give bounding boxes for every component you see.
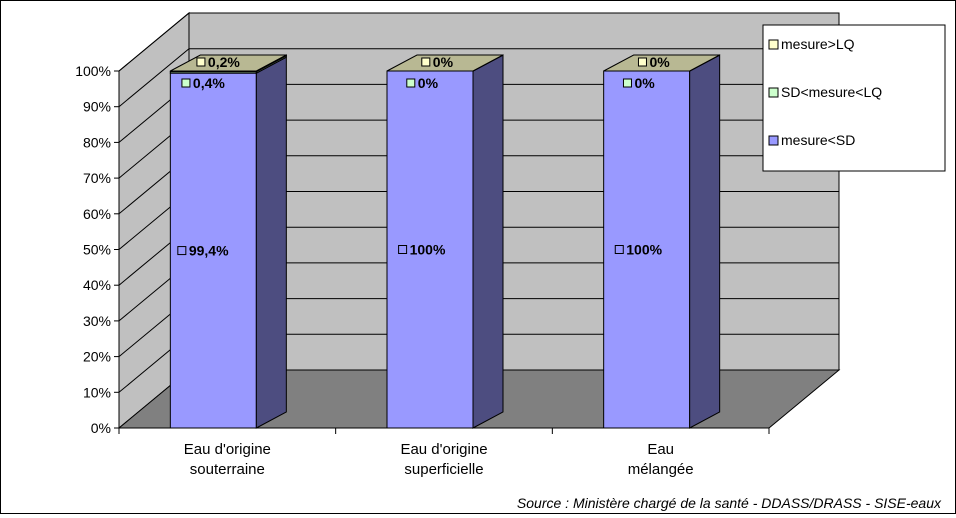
data-label-key (406, 78, 416, 88)
y-tick-label: 10% (83, 384, 111, 400)
legend-label: mesure>LQ (781, 36, 855, 52)
data-label: 99,4% (189, 243, 229, 259)
y-tick-label: 20% (83, 349, 111, 365)
data-label: 100% (626, 242, 662, 258)
x-tick-label: Eau d'origine souterraine (184, 441, 271, 478)
gridline (118, 12, 839, 72)
data-label: 0% (418, 75, 439, 91)
data-label: 0% (649, 54, 670, 70)
y-tick-label: 0% (91, 420, 111, 436)
y-axis: 0% 10% 20% 30% 40% 50% 60% 70% 80% 90% 100% (75, 63, 120, 436)
legend-swatch (768, 135, 779, 146)
legend-label: SD<mesure<LQ (781, 84, 882, 100)
data-label-key (614, 245, 624, 254)
bar-side (255, 56, 287, 429)
bar-side (689, 54, 721, 429)
data-label: 0,2% (208, 54, 240, 70)
y-tick-label: 60% (83, 206, 111, 222)
bar-side (472, 54, 504, 429)
data-label: 0,4% (193, 75, 225, 91)
x-tick-label: Eau d'origine superficielle (400, 441, 487, 478)
legend-swatch (768, 87, 779, 98)
data-label-key (181, 78, 191, 88)
legend-swatch (768, 39, 779, 50)
data-label-key (622, 78, 632, 88)
y-tick-label: 100% (75, 63, 111, 79)
data-label: 0% (433, 54, 454, 70)
data-label-key (196, 57, 206, 67)
gridline (118, 48, 839, 108)
data-label: 100% (410, 242, 446, 258)
source-note: Source : Ministère chargé de la santé - … (517, 495, 942, 511)
data-label: 0% (634, 75, 655, 91)
data-label-key (177, 246, 187, 256)
bar-top (386, 54, 504, 72)
data-label-key (637, 57, 647, 67)
x-axis: Eau d'origine souterraine Eau d'origine sup… (118, 427, 770, 478)
legend-box (762, 24, 946, 172)
y-tick-label: 90% (83, 99, 111, 115)
bars: 99,4% 0,4% 0,2% 100% 0% 0% 100% 0% 0% (169, 54, 721, 429)
legend-label: mesure<SD (781, 132, 855, 148)
bar-top (603, 54, 720, 72)
y-tick-label: 30% (83, 313, 111, 329)
x-tick-label: Eau mélangée (628, 441, 694, 478)
y-tick-label: 50% (83, 242, 111, 258)
legend: mesure>LQ SD<mesure<LQ mesure<SD (762, 24, 946, 172)
data-label-key (398, 245, 408, 254)
y-tick-label: 70% (83, 170, 111, 186)
y-tick-label: 80% (83, 134, 111, 150)
data-label-key (421, 57, 431, 67)
y-tick-label: 40% (83, 277, 111, 293)
